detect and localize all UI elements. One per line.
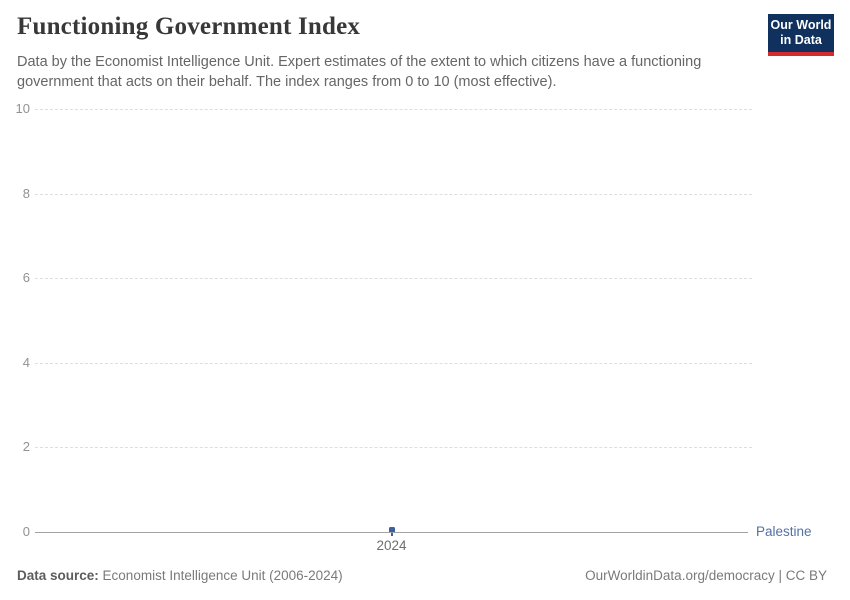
x-axis-line	[35, 532, 748, 533]
credit-link[interactable]: OurWorldinData.org/democracy | CC BY	[585, 568, 827, 583]
data-source-value: Economist Intelligence Unit (2006-2024)	[102, 568, 343, 583]
x-tick-label: 2024	[376, 538, 407, 553]
chart-title: Functioning Government Index	[17, 13, 361, 40]
y-tick-label-8: 8	[22, 185, 30, 201]
y-tick-label-0: 0	[22, 524, 30, 539]
entity-label[interactable]: Palestine	[756, 524, 812, 539]
x-tick-mark	[390, 532, 393, 536]
owid-logo-line2: in Data	[780, 33, 822, 48]
gridline-8	[35, 193, 752, 195]
y-tick-label-4: 4	[22, 354, 30, 370]
y-tick-label-2: 2	[22, 439, 30, 455]
y-tick-label-10: 10	[15, 101, 30, 116]
owid-logo[interactable]: Our World in Data	[768, 14, 834, 56]
y-tick-label-6: 6	[22, 270, 30, 286]
gridline-6	[35, 278, 752, 280]
gridline-4	[35, 362, 752, 364]
data-source-label: Data source:	[17, 568, 99, 583]
data-source: Data source: Economist Intelligence Unit…	[17, 568, 343, 583]
owid-logo-line1: Our World	[770, 18, 832, 32]
data-point[interactable]	[388, 527, 395, 533]
chart-subtitle: Data by the Economist Intelligence Unit.…	[17, 54, 702, 91]
gridline-2	[35, 447, 752, 449]
gridline-10	[35, 109, 752, 110]
